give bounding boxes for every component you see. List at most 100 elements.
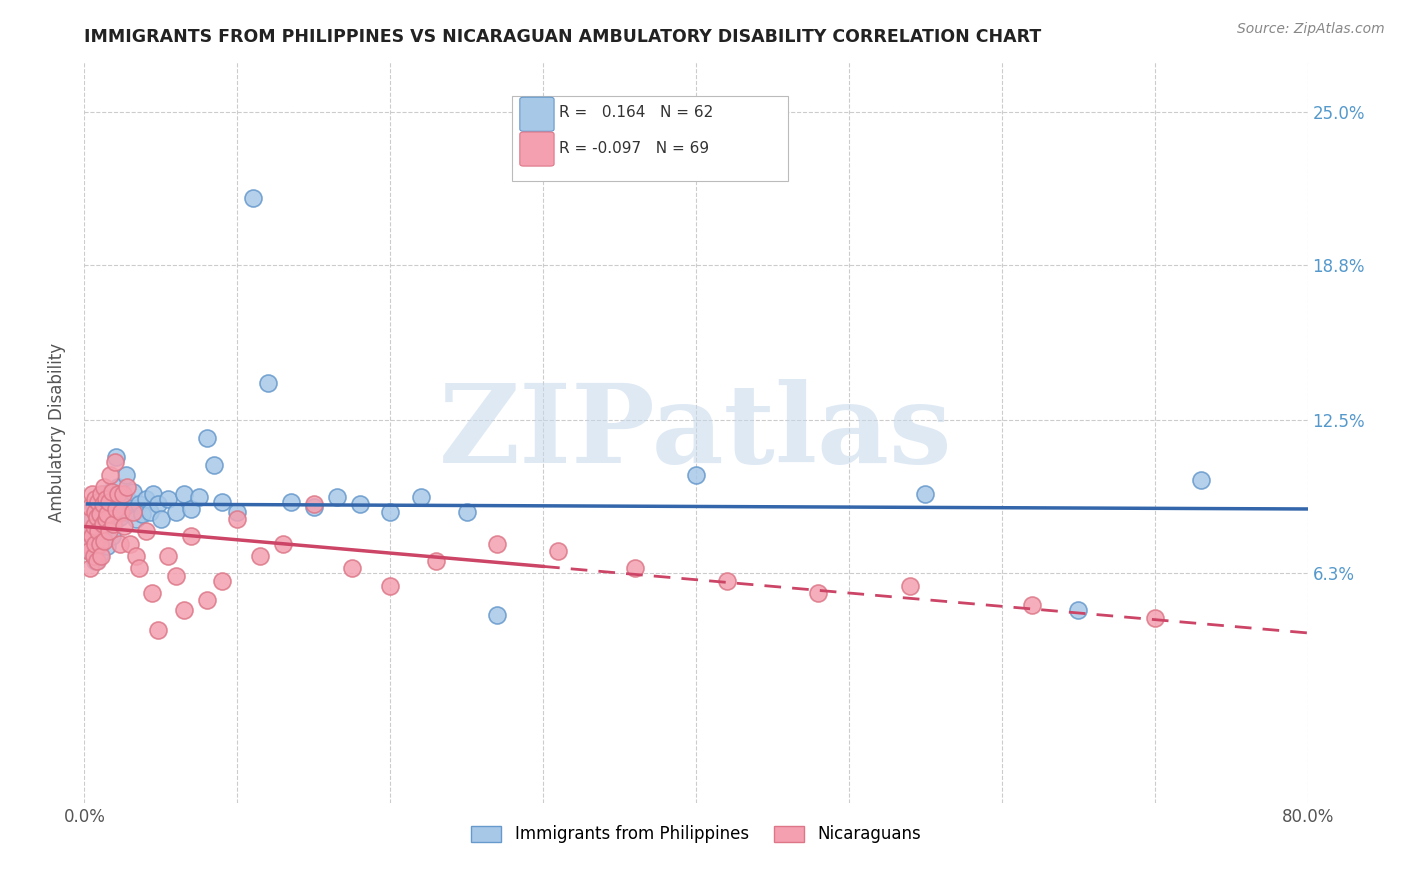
Point xyxy=(114,467,136,482)
Point xyxy=(157,492,180,507)
Point xyxy=(624,561,647,575)
Point xyxy=(211,574,233,588)
Point xyxy=(103,494,125,508)
Point xyxy=(115,480,138,494)
Point xyxy=(807,586,830,600)
Point xyxy=(90,549,112,563)
Point xyxy=(131,507,153,521)
Point xyxy=(226,505,249,519)
Point xyxy=(80,529,103,543)
Point xyxy=(107,480,129,494)
Point xyxy=(302,497,325,511)
FancyBboxPatch shape xyxy=(520,97,554,131)
Point xyxy=(242,191,264,205)
Point xyxy=(173,487,195,501)
Point xyxy=(84,505,107,519)
Text: IMMIGRANTS FROM PHILIPPINES VS NICARAGUAN AMBULATORY DISABILITY CORRELATION CHAR: IMMIGRANTS FROM PHILIPPINES VS NICARAGUA… xyxy=(84,28,1042,45)
Point xyxy=(122,505,145,519)
Point xyxy=(125,512,148,526)
Point xyxy=(914,487,936,501)
Point xyxy=(302,500,325,514)
Point xyxy=(86,554,108,568)
Point xyxy=(108,509,131,524)
Point xyxy=(202,458,225,472)
Point xyxy=(108,536,131,550)
Y-axis label: Ambulatory Disability: Ambulatory Disability xyxy=(48,343,66,522)
Point xyxy=(325,490,347,504)
Point xyxy=(97,524,120,539)
Point xyxy=(97,494,120,508)
Point xyxy=(1067,603,1090,617)
Point xyxy=(685,467,707,482)
Point xyxy=(105,502,128,516)
Point xyxy=(94,516,117,531)
Point xyxy=(173,603,195,617)
Point xyxy=(86,534,108,549)
Point xyxy=(120,536,142,550)
Point xyxy=(486,536,509,550)
FancyBboxPatch shape xyxy=(513,95,787,181)
Point xyxy=(141,586,163,600)
Point xyxy=(456,505,478,519)
Point xyxy=(104,515,127,529)
Point xyxy=(89,507,111,521)
Point xyxy=(349,497,371,511)
Point xyxy=(93,487,115,501)
Point xyxy=(271,536,294,550)
Point xyxy=(1021,599,1043,613)
Point xyxy=(91,497,114,511)
Point xyxy=(195,593,218,607)
Point xyxy=(409,490,432,504)
Point xyxy=(76,524,98,539)
Point xyxy=(96,497,118,511)
Point xyxy=(195,431,218,445)
Point xyxy=(165,568,187,582)
Text: R = -0.097   N = 69: R = -0.097 N = 69 xyxy=(560,141,709,156)
Point xyxy=(79,500,101,514)
Point xyxy=(211,494,233,508)
Point xyxy=(101,484,124,499)
Point xyxy=(90,487,112,501)
Point xyxy=(79,561,101,575)
Point xyxy=(226,512,249,526)
Point xyxy=(125,549,148,563)
Point xyxy=(111,487,134,501)
Point xyxy=(115,505,138,519)
Point xyxy=(80,512,103,526)
Point xyxy=(83,519,105,533)
Point xyxy=(91,516,114,531)
Legend: Immigrants from Philippines, Nicaraguans: Immigrants from Philippines, Nicaraguans xyxy=(464,819,928,850)
Point xyxy=(84,492,107,507)
Point xyxy=(94,492,117,507)
Point xyxy=(83,549,105,563)
Point xyxy=(110,505,132,519)
Point xyxy=(898,579,921,593)
Point xyxy=(91,526,114,541)
Point xyxy=(146,623,169,637)
Point xyxy=(98,484,121,499)
Point xyxy=(104,455,127,469)
Point xyxy=(128,561,150,575)
Point xyxy=(103,516,125,531)
Point xyxy=(97,507,120,521)
Point xyxy=(101,529,124,543)
Text: R =   0.164   N = 62: R = 0.164 N = 62 xyxy=(560,105,713,120)
Point xyxy=(89,547,111,561)
Point xyxy=(135,524,157,539)
Point xyxy=(105,450,128,465)
Point xyxy=(120,494,142,508)
Point xyxy=(83,500,105,514)
Point xyxy=(86,519,108,533)
Point xyxy=(93,534,115,549)
FancyBboxPatch shape xyxy=(520,132,554,166)
Point xyxy=(340,561,363,575)
Point xyxy=(87,524,110,539)
Point xyxy=(257,376,280,391)
Point xyxy=(149,512,172,526)
Point xyxy=(128,497,150,511)
Point xyxy=(76,536,98,550)
Point xyxy=(84,536,107,550)
Point xyxy=(98,467,121,482)
Text: Source: ZipAtlas.com: Source: ZipAtlas.com xyxy=(1237,22,1385,37)
Point xyxy=(80,529,103,543)
